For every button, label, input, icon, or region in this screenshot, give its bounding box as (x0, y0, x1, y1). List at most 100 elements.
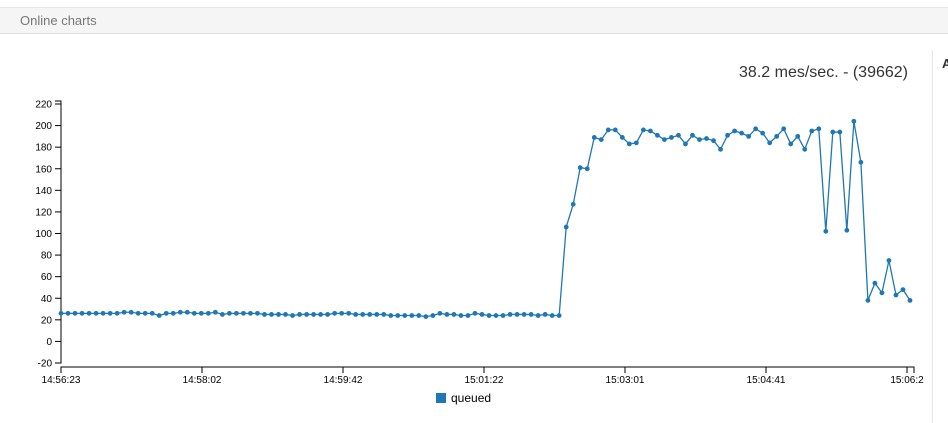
data-point (549, 313, 555, 318)
data-point (837, 129, 843, 135)
data-point (262, 312, 267, 317)
data-point (374, 312, 380, 317)
data-point (900, 287, 906, 293)
data-point (647, 128, 653, 134)
y-tick-label: 0 (46, 337, 52, 348)
data-point (409, 313, 415, 318)
x-tick-label: 15:04:41 (747, 375, 786, 386)
data-point (612, 127, 618, 133)
data-point (395, 313, 401, 318)
side-panel-divider (932, 50, 933, 423)
data-point (458, 313, 464, 318)
data-point (809, 128, 815, 134)
data-point (346, 310, 352, 316)
data-point (142, 310, 148, 316)
data-point (907, 298, 913, 303)
data-point (465, 313, 471, 318)
y-tick-label: 20 (41, 315, 53, 326)
data-point (423, 314, 429, 319)
side-panel-label: A (942, 56, 948, 71)
series-line-queued (61, 121, 911, 318)
data-point (367, 312, 373, 317)
y-axis-line (55, 100, 62, 364)
y-tick-label: 180 (35, 143, 52, 154)
data-point (311, 312, 316, 317)
data-point (655, 132, 660, 138)
data-point (830, 129, 836, 135)
x-tick-label: 14:58:02 (183, 375, 222, 386)
data-point (683, 141, 688, 147)
data-point (697, 137, 702, 143)
data-point (353, 312, 359, 317)
data-point (107, 310, 113, 316)
data-point (725, 132, 730, 138)
data-point (633, 140, 639, 146)
data-point (184, 309, 190, 315)
data-point (339, 310, 345, 316)
data-point (542, 312, 548, 317)
top-border (0, 7, 948, 8)
data-point (472, 310, 478, 316)
data-point (851, 118, 857, 124)
y-tick-label: 220 (35, 100, 52, 111)
data-point (283, 312, 288, 317)
data-point (79, 310, 85, 316)
data-point (304, 312, 309, 317)
legend[interactable]: queued (436, 391, 491, 405)
data-point (234, 310, 239, 316)
data-point (430, 313, 436, 318)
y-tick-label: 40 (41, 294, 53, 305)
data-point (879, 290, 885, 296)
x-tick-label: 14:59:42 (324, 375, 363, 386)
data-point (774, 133, 780, 139)
data-point (58, 310, 64, 316)
y-tick-label: 160 (35, 164, 52, 175)
data-point (135, 310, 141, 316)
data-point (479, 312, 485, 317)
data-point (128, 309, 134, 315)
data-point (402, 313, 408, 318)
data-point (788, 141, 794, 147)
y-tick-label: -20 (38, 359, 53, 370)
data-point (212, 309, 218, 315)
data-point (248, 310, 253, 316)
data-point (704, 136, 709, 141)
data-point (535, 313, 541, 318)
data-point (872, 280, 878, 286)
data-point (507, 312, 513, 317)
data-point (563, 224, 569, 230)
data-point (781, 126, 787, 132)
data-point (205, 310, 211, 316)
data-point (388, 313, 394, 318)
data-point (662, 137, 667, 143)
data-point (760, 130, 766, 136)
data-point (619, 135, 625, 140)
data-point (816, 126, 822, 132)
data-point (360, 312, 366, 317)
data-point (149, 310, 155, 316)
data-point (241, 310, 246, 316)
data-point (521, 312, 527, 317)
data-point (332, 310, 338, 316)
data-point (493, 313, 499, 318)
panel-header: Online charts (0, 8, 948, 34)
data-point (893, 292, 899, 298)
data-point (170, 310, 176, 316)
data-point (100, 310, 106, 316)
data-point (570, 201, 576, 207)
data-point (269, 312, 274, 317)
data-point (290, 313, 295, 318)
data-point (605, 127, 611, 133)
data-point (65, 310, 71, 316)
data-point (255, 310, 260, 316)
data-point (437, 310, 443, 316)
data-point (591, 135, 597, 140)
y-tick-label: 100 (35, 229, 52, 240)
data-point (718, 146, 723, 152)
data-point (844, 227, 850, 233)
data-point (297, 312, 302, 317)
data-point (72, 310, 78, 316)
data-point (325, 312, 331, 317)
data-point (219, 312, 225, 317)
data-point (753, 126, 759, 132)
